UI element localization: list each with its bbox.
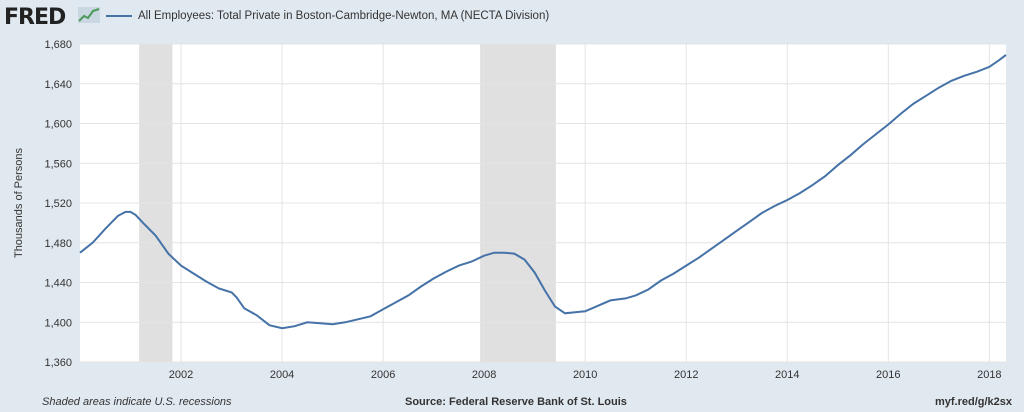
legend-line-swatch	[106, 14, 132, 17]
chart-line-icon	[78, 7, 100, 23]
y-tick-label: 1,400	[44, 317, 72, 329]
y-tick-label: 1,560	[44, 158, 72, 170]
series-line	[79, 54, 1007, 330]
y-tick-label: 1,680	[44, 39, 72, 51]
legend-label: All Employees: Total Private in Boston-C…	[138, 10, 550, 22]
x-tick-label: 2004	[270, 369, 294, 381]
x-tick-label: 2002	[169, 369, 193, 381]
x-tick-label: 2016	[876, 369, 900, 381]
y-tick-label: 1,520	[44, 198, 72, 210]
x-tick-label: 2006	[371, 369, 395, 381]
y-tick-label: 1,600	[44, 119, 72, 131]
x-tick-label: 2008	[472, 369, 496, 381]
header: FRED All Employees: Total Private in Bos…	[0, 0, 1024, 30]
x-tick-label: 2018	[977, 369, 1001, 381]
x-tick-label: 2012	[674, 369, 698, 381]
y-axis-label: Thousands of Persons	[13, 147, 25, 258]
recession-note: Shaded areas indicate U.S. recessions	[42, 396, 232, 408]
y-tick-label: 1,440	[44, 278, 72, 290]
y-tick-label: 1,360	[44, 357, 72, 369]
x-tick-label: 2014	[775, 369, 799, 381]
footer: Shaded areas indicate U.S. recessions So…	[0, 390, 1024, 412]
y-tick-label: 1,480	[44, 238, 72, 250]
line-chart[interactable]: 1,360 1,400 1,440 1,480 1,520 1,560 1,600 1,640…	[0, 0, 1024, 392]
fred-logo[interactable]: FRED	[4, 5, 66, 30]
chart-legend[interactable]: All Employees: Total Private in Boston-C…	[106, 10, 549, 22]
short-url[interactable]: myf.red/g/k2sx	[934, 396, 1012, 408]
source-text: Source: Federal Reserve Bank of St. Loui…	[405, 396, 627, 408]
x-tick-label: 2010	[573, 369, 597, 381]
y-tick-label: 1,640	[44, 79, 72, 91]
